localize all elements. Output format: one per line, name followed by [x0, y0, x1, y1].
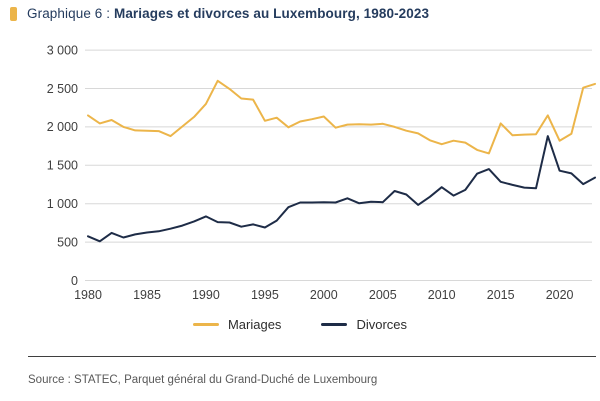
legend-item-mariages: Mariages — [192, 317, 282, 332]
y-tick-label: 0 — [71, 274, 78, 288]
x-tick-label: 2005 — [369, 288, 397, 302]
chart-legend: Mariages Divorces — [0, 317, 600, 332]
line-chart: 0 500 1 000 1 500 2 000 2 500 3 000 1980 1985 199… — [47, 43, 596, 302]
y-tick-label: 1 000 — [47, 197, 78, 211]
y-tick-label: 3 000 — [47, 43, 78, 57]
chart-header: Graphique 6 : Mariages et divorces au Lu… — [10, 6, 596, 21]
x-tick-label: 1995 — [251, 288, 279, 302]
x-tick-label: 2020 — [546, 288, 574, 302]
source-text: Source : STATEC, Parquet général du Gran… — [28, 374, 378, 386]
y-tick-label: 500 — [57, 235, 78, 249]
y-tick-label: 2 000 — [47, 120, 78, 134]
chart-title: Graphique 6 : Mariages et divorces au Lu… — [27, 6, 429, 21]
y-axis-labels: 0 500 1 000 1 500 2 000 2 500 3 000 — [47, 43, 78, 287]
divorces-line — [87, 135, 596, 243]
y-tick-label: 2 500 — [47, 82, 78, 96]
x-tick-label: 1990 — [192, 288, 220, 302]
mariages-line-swatch-icon — [192, 323, 219, 326]
x-tick-label: 2010 — [428, 288, 456, 302]
x-tick-label: 2015 — [487, 288, 515, 302]
footer-divider — [28, 356, 596, 357]
mariages-line — [87, 79, 596, 155]
legend-item-divorces: Divorces — [321, 317, 407, 332]
x-tick-label: 2000 — [310, 288, 338, 302]
legend-label-divorces: Divorces — [356, 317, 408, 332]
x-tick-label: 1980 — [74, 288, 102, 302]
chart-title-main: Mariages et divorces au Luxembourg, 1980… — [113, 6, 430, 21]
chart-title-prefix: Graphique 6 : — [27, 6, 114, 21]
gridlines — [85, 49, 592, 281]
legend-label-mariages: Mariages — [227, 317, 282, 332]
x-tick-label: 1985 — [133, 288, 161, 302]
y-tick-label: 1 500 — [47, 159, 78, 173]
divorces-line-swatch-icon — [321, 323, 348, 326]
x-axis-labels: 1980 1985 1990 1995 2000 2005 2010 2015 2020 — [74, 288, 573, 302]
title-marker-icon — [10, 6, 17, 21]
